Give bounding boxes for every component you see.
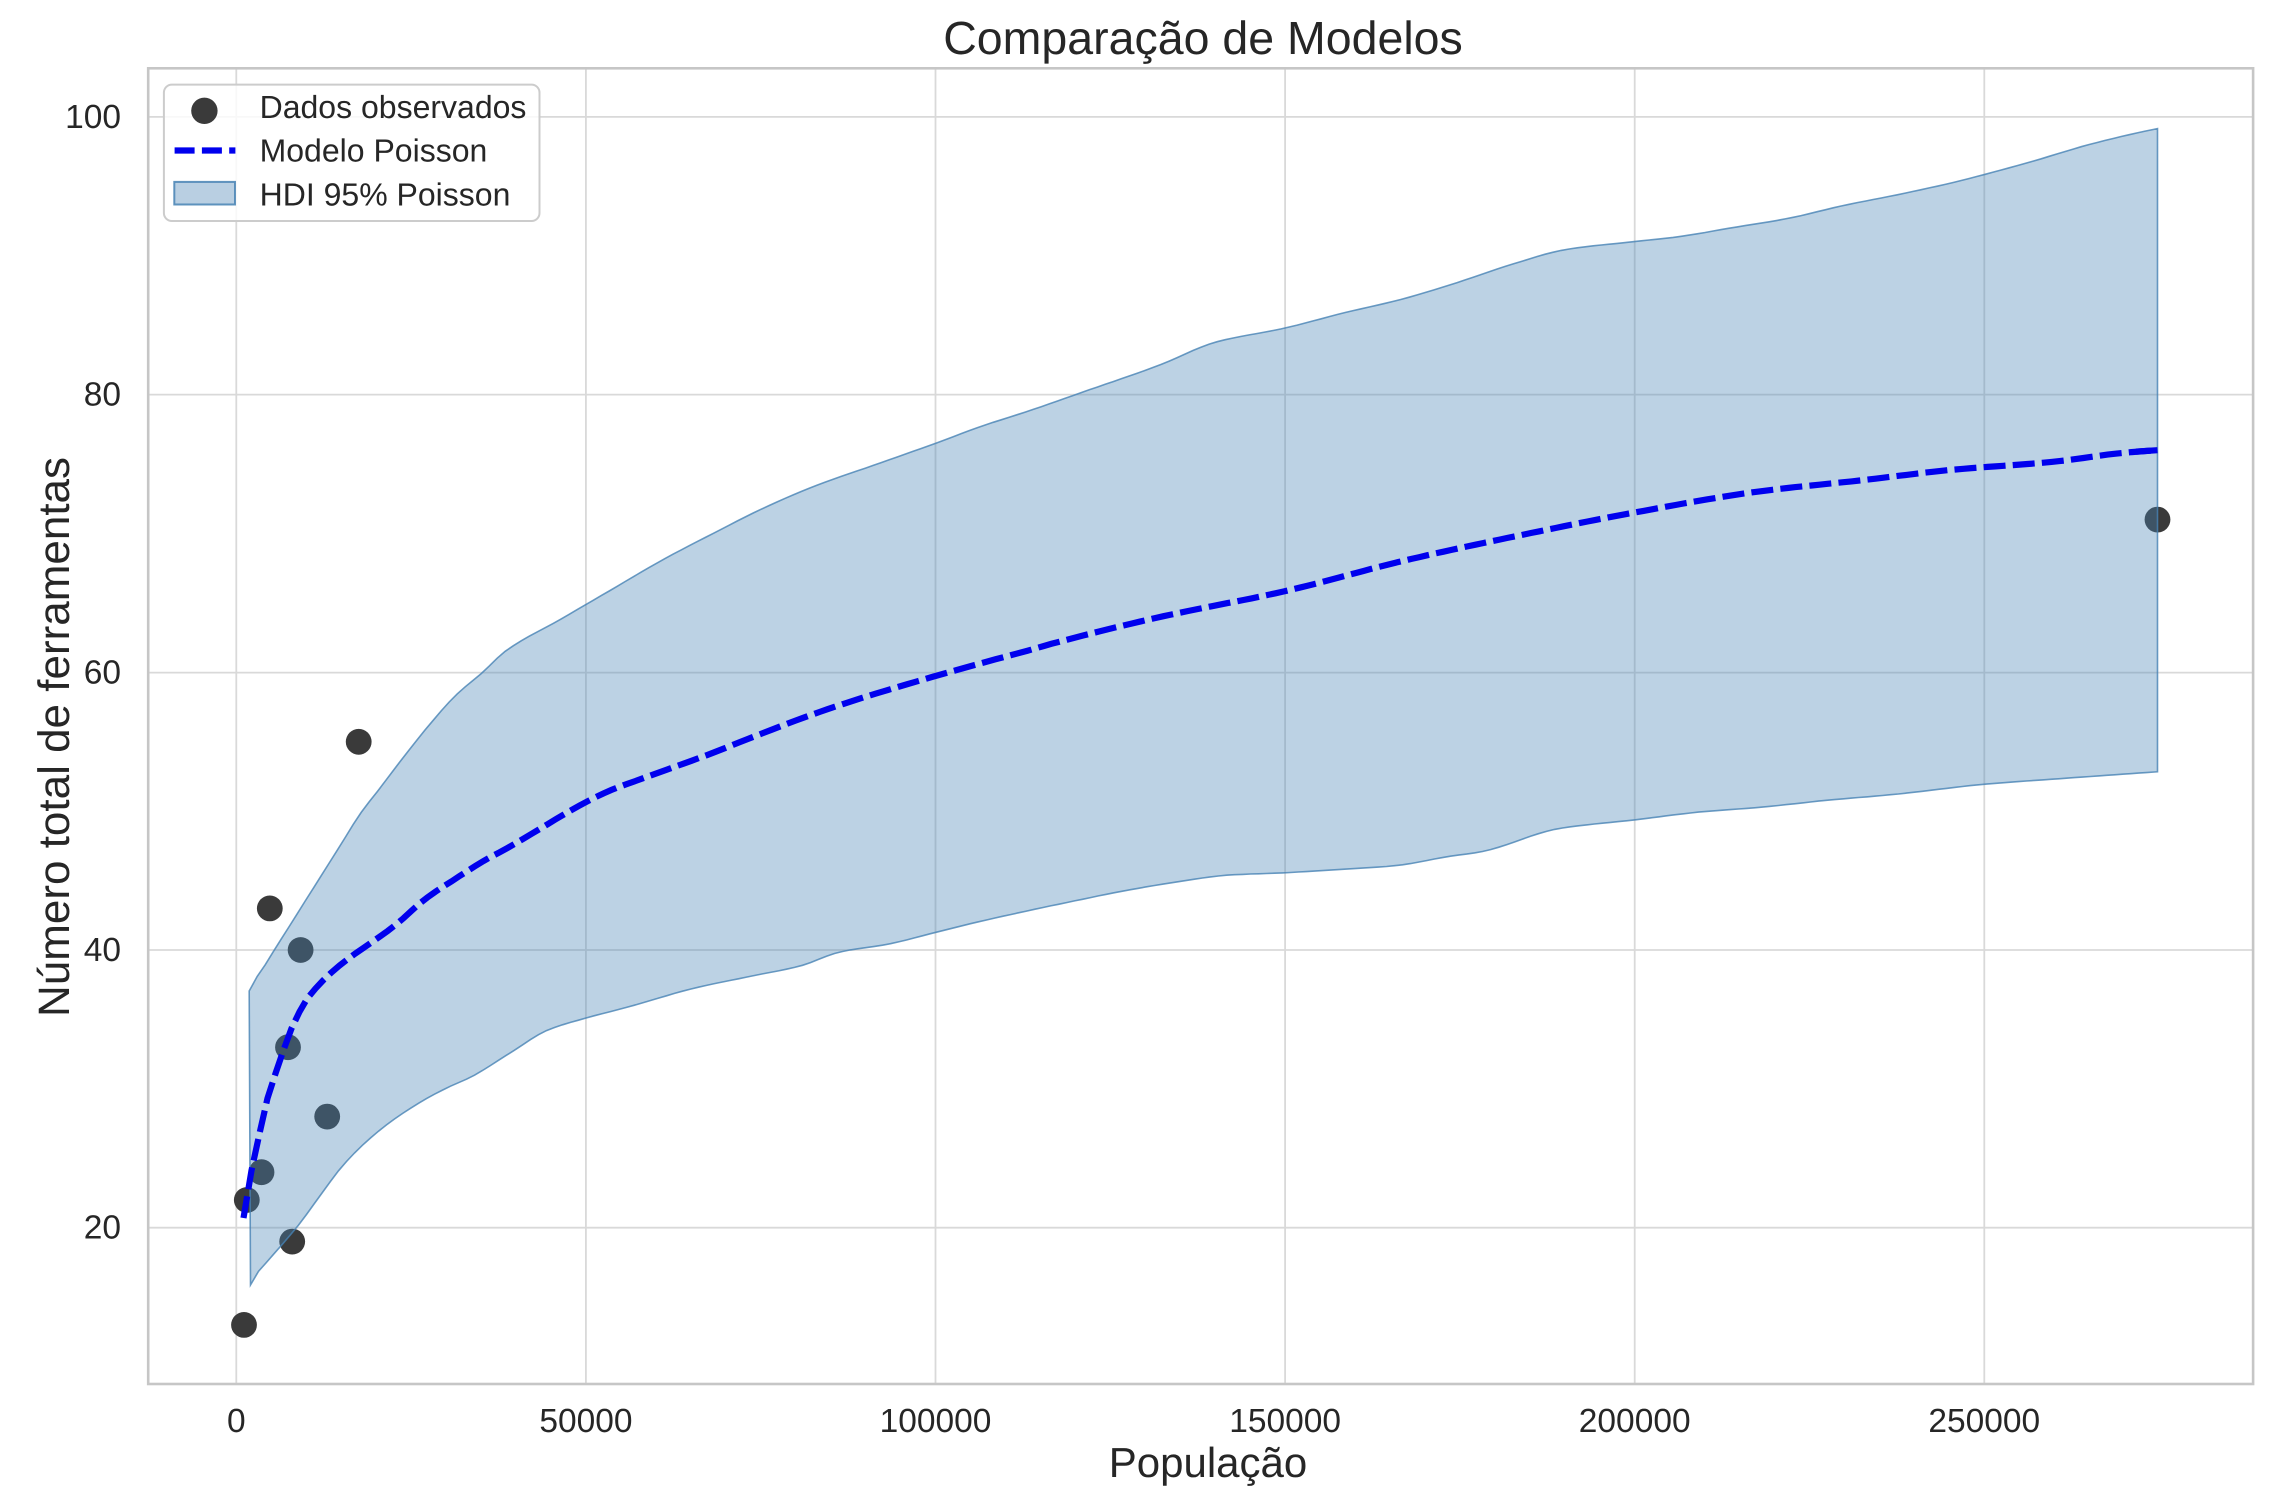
svg-text:Número total de ferramentas: Número total de ferramentas xyxy=(30,457,79,1017)
svg-text:80: 80 xyxy=(84,377,121,414)
svg-text:50000: 50000 xyxy=(539,1403,632,1440)
svg-text:40: 40 xyxy=(84,932,121,969)
svg-text:Comparação de Modelos: Comparação de Modelos xyxy=(943,12,1463,64)
svg-text:População: População xyxy=(1109,1439,1308,1486)
svg-text:0: 0 xyxy=(227,1403,246,1440)
svg-text:100000: 100000 xyxy=(880,1403,992,1440)
svg-text:60: 60 xyxy=(84,655,121,692)
svg-text:200000: 200000 xyxy=(1579,1403,1691,1440)
svg-text:HDI 95% Poisson: HDI 95% Poisson xyxy=(260,177,511,213)
svg-text:100: 100 xyxy=(65,99,121,136)
svg-text:Modelo Poisson: Modelo Poisson xyxy=(260,133,488,169)
svg-text:Dados observados: Dados observados xyxy=(260,89,527,125)
svg-text:250000: 250000 xyxy=(1928,1403,2040,1440)
svg-text:150000: 150000 xyxy=(1229,1403,1341,1440)
svg-text:20: 20 xyxy=(84,1210,121,1247)
